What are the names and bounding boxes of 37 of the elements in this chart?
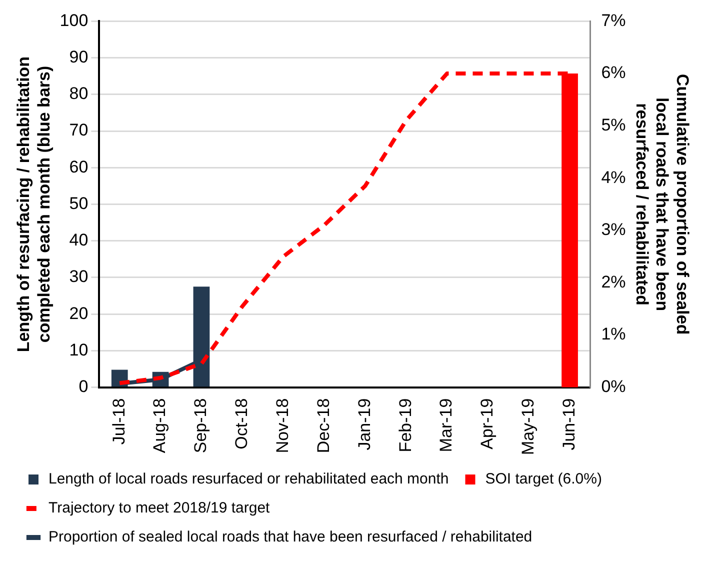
x-tick-label: Feb-19 <box>396 398 415 452</box>
legend-label: Length of local roads resurfaced or rehabilitated each month <box>48 470 449 488</box>
y2-tick-label: 0% <box>601 377 626 396</box>
y2-tick-label: 5% <box>601 115 626 134</box>
y2-tick-label: 6% <box>601 63 626 82</box>
x-tick-label: Nov-18 <box>273 398 292 454</box>
y2-axis-title: Cumulative proportion of sealed local roads that have been resurfaced / rehabilitated <box>632 74 692 335</box>
x-tick-label: May-19 <box>518 398 538 455</box>
y-axis-title: Length of resurfacing / rehabilitation completed each month (blue bars) <box>14 56 54 352</box>
y-tick-label: 20 <box>69 304 88 323</box>
y-tick-label: 10 <box>69 340 88 360</box>
x-tick-label: Oct-18 <box>232 398 252 450</box>
y-tick-label: 70 <box>69 120 88 140</box>
legend-label: SOI target (6.0%) <box>485 470 602 488</box>
x-tick-label: Jan-19 <box>354 398 374 450</box>
y-tick-label: 0 <box>78 377 88 396</box>
x-tick-label: Mar-19 <box>436 398 456 452</box>
legend-label: Proportion of sealed local roads that have been resurfaced / rehabilitated <box>48 528 532 546</box>
y2-tick-label: 3% <box>601 220 626 240</box>
x-tick-label: Dec-18 <box>314 398 333 454</box>
legend-label: Trajectory to meet 2018/19 target <box>48 500 271 517</box>
y-tick-label: 30 <box>69 267 88 286</box>
x-tick-label: Jul-18 <box>109 398 128 445</box>
y2-tick-label: 2% <box>601 272 626 292</box>
y2-tick-label: 4% <box>601 168 626 187</box>
y-tick-label: 50 <box>69 194 88 213</box>
y-tick-label: 100 <box>60 10 88 30</box>
x-tick-label: Sep-18 <box>191 398 210 454</box>
y-tick-label: 80 <box>69 84 88 104</box>
y2-tick-label: 7% <box>601 10 626 30</box>
x-tick-label: Jun-19 <box>559 398 578 450</box>
y2-tick-label: 1% <box>601 324 626 344</box>
x-tick-label: Apr-19 <box>478 398 497 450</box>
x-tick-label: Aug-18 <box>150 398 170 454</box>
y-tick-label: 90 <box>69 48 88 66</box>
y-tick-label: 40 <box>69 230 88 250</box>
y-tick-label: 60 <box>69 157 88 176</box>
